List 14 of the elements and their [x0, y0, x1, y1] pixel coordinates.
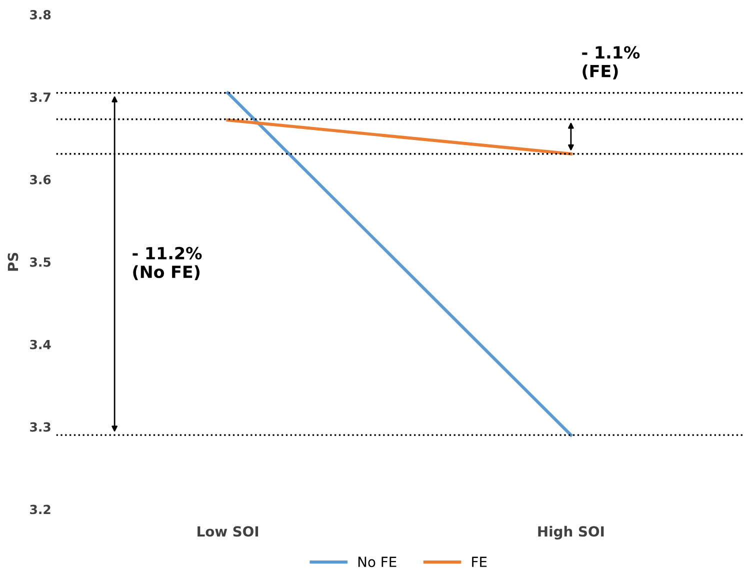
- y-tick-label: 3.6: [30, 174, 51, 184]
- y-tick-label: 3.2: [30, 504, 50, 514]
- y-tick-label: 3.4: [30, 340, 51, 350]
- y-axis-title: PS: [8, 252, 18, 271]
- x-tick-label: Low SOI: [198, 526, 258, 537]
- annotation: - 11.2% (No FE): [132, 246, 202, 280]
- annotation: - 1.1% (FE): [582, 46, 640, 80]
- legend-label: No FE: [358, 556, 396, 568]
- x-tick-label: High SOI: [538, 526, 604, 540]
- y-tick-label: 3.3: [30, 422, 50, 432]
- y-tick-label: 3.8: [30, 10, 51, 20]
- legend-label: FE: [472, 556, 487, 567]
- y-tick-label: 3.7: [30, 92, 50, 102]
- y-tick-label: 3.5: [30, 257, 51, 267]
